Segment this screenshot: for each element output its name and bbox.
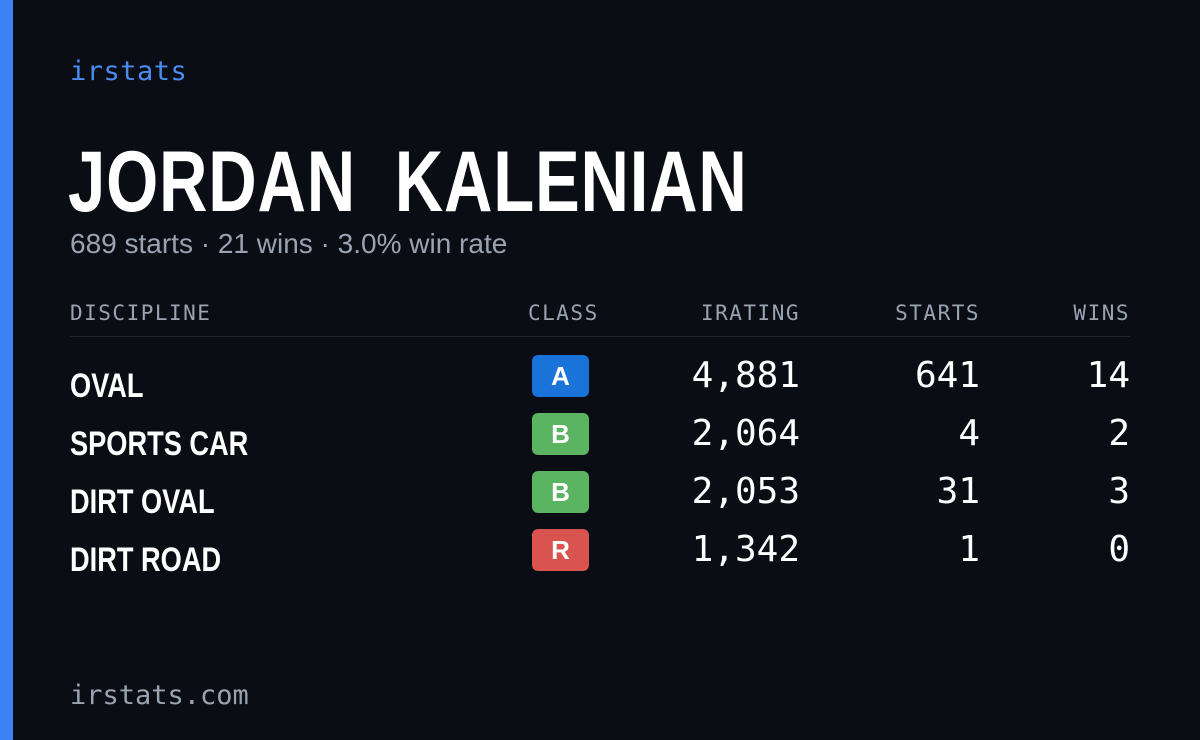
class-badge: A: [532, 355, 589, 397]
class-badge: B: [532, 471, 589, 513]
table-row: DIRT ROAD R 1,342 1 0: [70, 527, 1130, 585]
table-header: DISCIPLINE CLASS IRATING STARTS WINS: [70, 296, 1130, 337]
player-summary: 689 starts · 21 wins · 3.0% win rate: [70, 228, 508, 259]
starts-value: 4: [958, 413, 980, 454]
wins-value: 2: [1108, 413, 1130, 454]
table-row: DIRT OVAL B 2,053 31 3: [70, 469, 1130, 527]
header-irating: IRATING: [700, 301, 800, 325]
starts-value: 641: [914, 355, 980, 396]
wins-value: 0: [1108, 529, 1130, 570]
class-badge: B: [532, 413, 589, 455]
brand-logo: irstats: [70, 56, 188, 87]
class-badge: R: [532, 529, 589, 571]
starts-value: 1: [958, 529, 980, 570]
wins-value: 3: [1108, 471, 1130, 512]
table-body: OVAL A 4,881 641 14 SPORTS CAR B 2,064 4…: [70, 337, 1130, 585]
header-wins: WINS: [1073, 301, 1130, 325]
stats-table: DISCIPLINE CLASS IRATING STARTS WINS OVA…: [70, 296, 1130, 585]
accent-bar: [0, 0, 13, 740]
table-row: OVAL A 4,881 641 14: [70, 353, 1130, 411]
footer-url: irstats.com: [70, 680, 249, 711]
table-row: SPORTS CAR B 2,064 4 2: [70, 411, 1130, 469]
discipline-name: OVAL: [70, 367, 144, 405]
starts-value: 31: [936, 471, 980, 512]
discipline-name: DIRT OVAL: [70, 483, 215, 521]
irating-value: 1,342: [691, 529, 800, 570]
header-class: CLASS: [528, 301, 599, 325]
header-starts: STARTS: [895, 301, 980, 325]
irating-value: 4,881: [691, 355, 800, 396]
header-discipline: DISCIPLINE: [70, 301, 212, 325]
irating-value: 2,053: [691, 471, 800, 512]
irating-value: 2,064: [691, 413, 800, 454]
player-name: JORDAN KALENIAN: [68, 134, 748, 230]
discipline-name: DIRT ROAD: [70, 541, 222, 579]
wins-value: 14: [1086, 355, 1130, 396]
discipline-name: SPORTS CAR: [70, 425, 249, 463]
